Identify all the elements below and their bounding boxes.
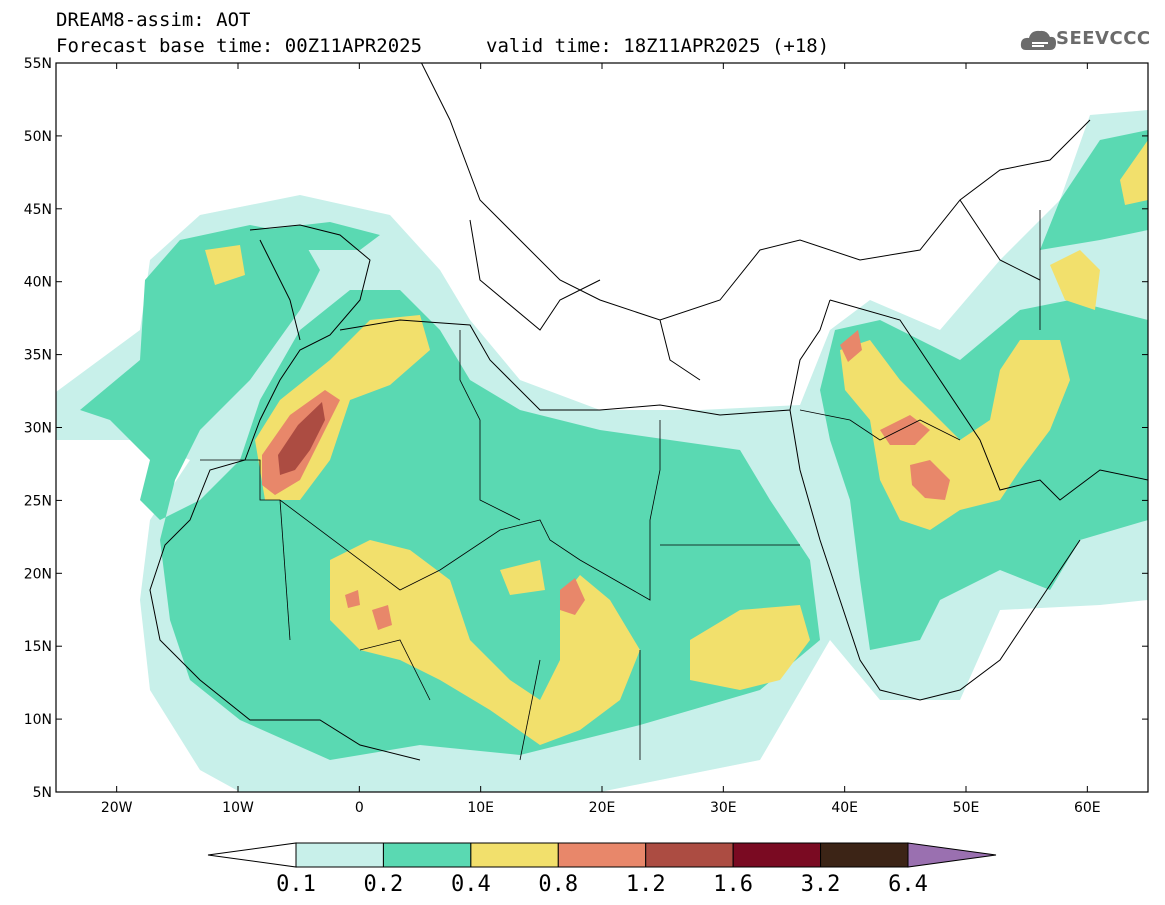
- colorbar: 0.1 0.2 0.4 0.8 1.2 1.6 3.2 6.4: [207, 842, 997, 897]
- lon-label: 50E: [953, 800, 980, 816]
- colorbar-segment: [557, 842, 647, 868]
- lat-label: 5N: [33, 785, 52, 801]
- lat-label: 25N: [24, 493, 52, 509]
- colorbar-label: 6.4: [888, 872, 928, 897]
- colorbar-label: 0.2: [364, 872, 404, 897]
- colorbar-segment: [820, 842, 909, 868]
- valid-time: valid time: 18Z11APR2025 (+18): [486, 35, 830, 57]
- lon-label: 20E: [589, 800, 616, 816]
- colorbar-under-triangle: [207, 842, 297, 868]
- lat-label: 50N: [24, 129, 52, 145]
- lat-label: 40N: [24, 275, 52, 291]
- colorbar-label: 3.2: [801, 872, 841, 897]
- country-borders: [200, 210, 1041, 761]
- forecast-base-time: Forecast base time: 00Z11APR2025: [56, 35, 423, 57]
- colorbar-segment: [732, 842, 822, 868]
- lon-label: 60E: [1074, 800, 1101, 816]
- aot-level-1.2: [278, 402, 325, 475]
- lat-label: 45N: [24, 202, 52, 218]
- lon-label: 0: [355, 800, 364, 816]
- aot-level-0.4: [205, 140, 1148, 745]
- colorbar-segment: [295, 842, 384, 868]
- map-title: DREAM8-assim: AOT: [56, 9, 251, 31]
- lon-label: 10E: [467, 800, 494, 816]
- lat-label: 10N: [24, 712, 52, 728]
- lat-label: 35N: [24, 348, 52, 364]
- lon-label: 20W: [101, 800, 133, 816]
- lon-label: 40E: [831, 800, 858, 816]
- latitude-axis: 55N 50N 45N 40N 35N 30N 25N 20N 15N 10N 5N: [24, 56, 1148, 801]
- colorbar-label: 0.4: [451, 872, 491, 897]
- lon-label: 30E: [710, 800, 737, 816]
- colorbar-label: 1.2: [626, 872, 666, 897]
- logo-text: SEEVCCC: [1056, 28, 1151, 49]
- lat-label: 15N: [24, 639, 52, 655]
- lat-label: 20N: [24, 566, 52, 582]
- cloud-logo-icon: [1020, 30, 1056, 50]
- colorbar-segment: [382, 842, 472, 868]
- colorbar-segment: [645, 842, 734, 868]
- colorbar-label: 1.6: [713, 872, 753, 897]
- lon-label: 10W: [222, 800, 254, 816]
- lat-label: 55N: [24, 56, 52, 72]
- colorbar-over-triangle: [907, 842, 997, 868]
- colorbar-segment: [470, 842, 559, 868]
- lat-label: 30N: [24, 421, 52, 437]
- coastlines: [149, 63, 1148, 761]
- colorbar-label: 0.8: [538, 872, 578, 897]
- colorbar-label: 0.1: [276, 872, 316, 897]
- longitude-axis: 20W 10W 0 10E 20E 30E 40E 50E 60E: [101, 63, 1101, 816]
- aot-field: [56, 110, 1148, 792]
